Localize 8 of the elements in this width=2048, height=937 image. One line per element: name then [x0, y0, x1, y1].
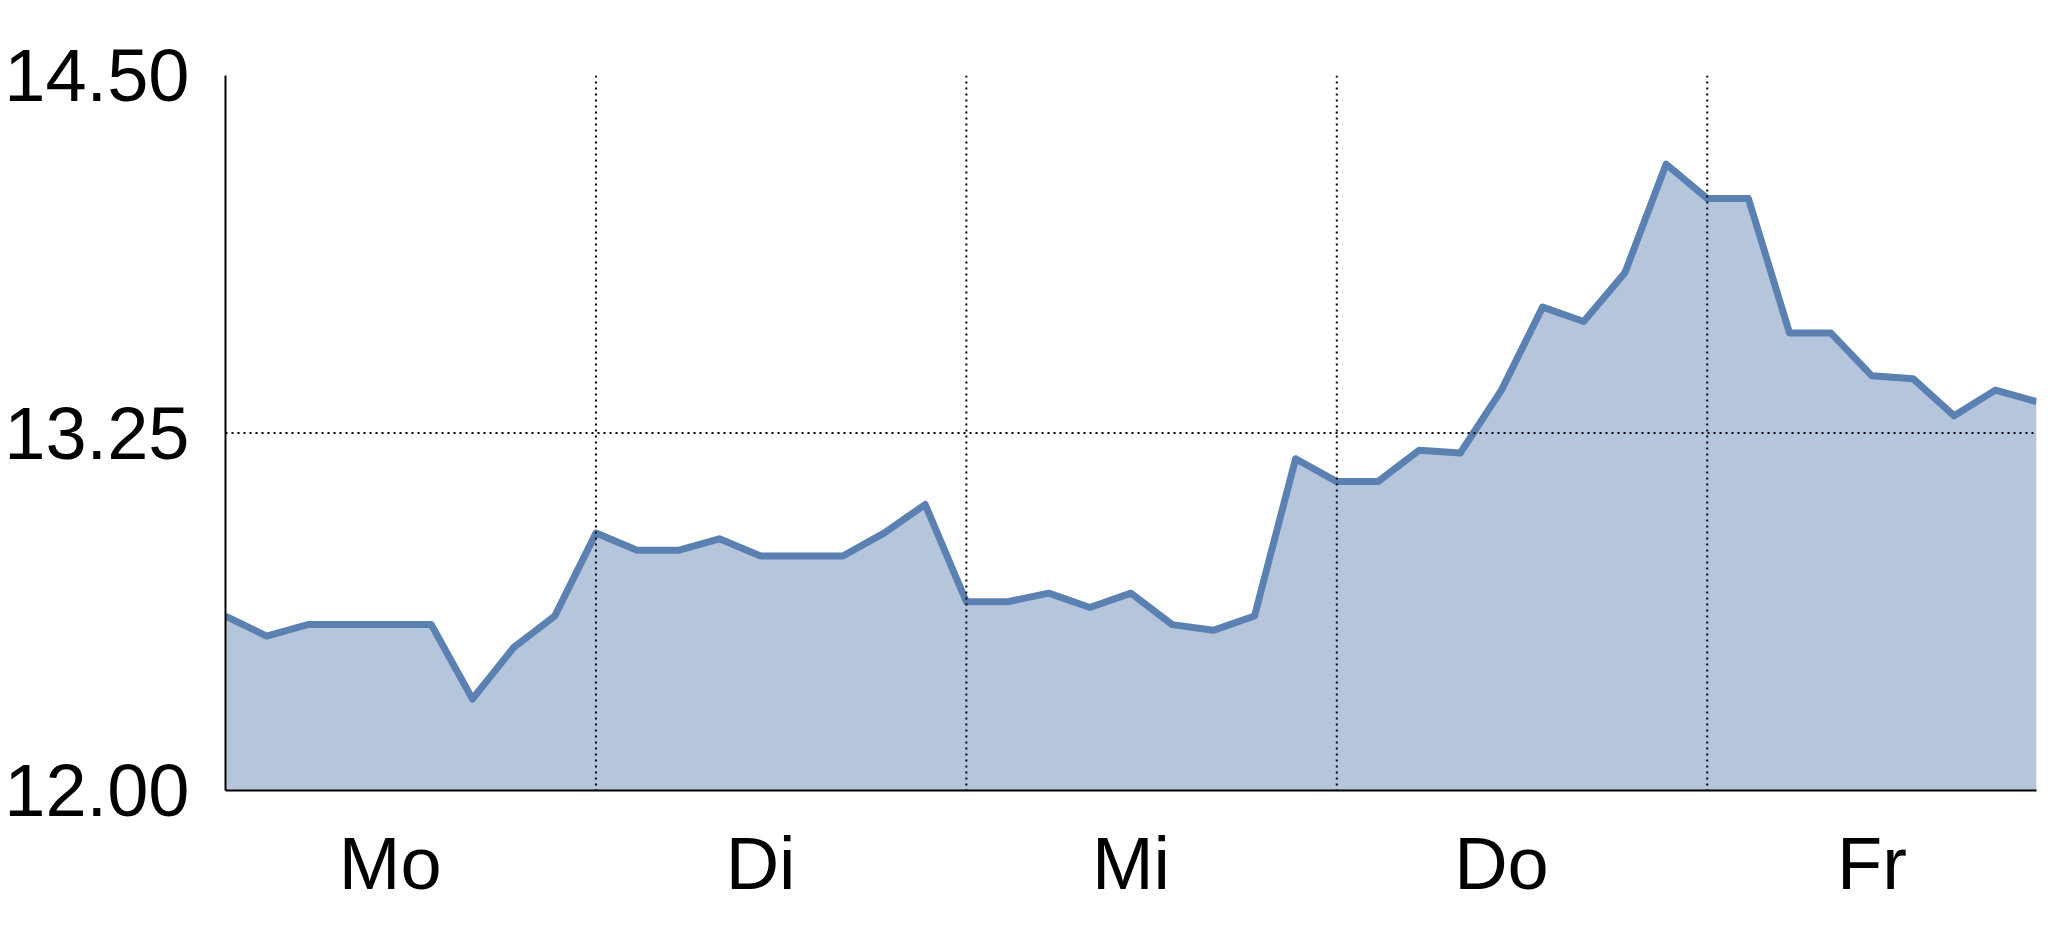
- y-tick-label: 13.25: [4, 391, 190, 475]
- x-tick-label: Mi: [1091, 821, 1171, 905]
- y-tick-label: 12.00: [4, 749, 190, 832]
- x-tick-label: Do: [1454, 821, 1549, 905]
- x-tick-label: Di: [725, 821, 796, 905]
- y-tick-label: 14.50: [4, 34, 190, 117]
- x-tick-label: Fr: [1836, 821, 1907, 905]
- x-tick-label: Mo: [338, 821, 442, 905]
